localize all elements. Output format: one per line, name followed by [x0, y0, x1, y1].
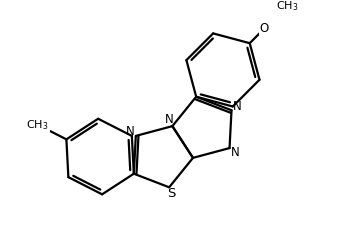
- Text: S: S: [167, 187, 175, 200]
- Text: O: O: [260, 22, 269, 35]
- Text: N: N: [126, 125, 135, 138]
- Text: N: N: [230, 146, 239, 159]
- Text: CH$_3$: CH$_3$: [27, 118, 49, 132]
- Text: CH$_3$: CH$_3$: [276, 0, 298, 13]
- Text: N: N: [165, 113, 174, 126]
- Text: N: N: [233, 100, 242, 113]
